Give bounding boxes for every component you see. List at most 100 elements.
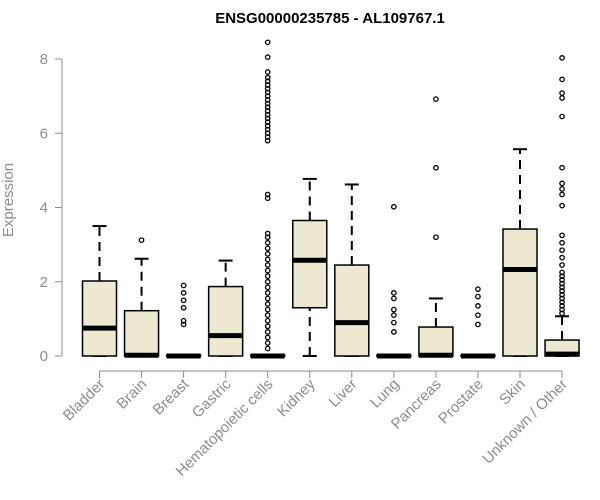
outlier-point [264, 130, 271, 137]
outlier-point [264, 115, 271, 122]
outlier-point [475, 303, 481, 309]
outlier-point [264, 89, 271, 96]
outlier-point [264, 230, 271, 237]
outlier-point [264, 234, 271, 241]
outlier-point [180, 290, 187, 296]
box-iqr [207, 285, 244, 357]
outlier-point [264, 96, 271, 103]
box-unknown-other [544, 55, 580, 357]
box-gastric [207, 259, 244, 357]
y-tick-label: 2 [40, 274, 48, 291]
outlier-point [264, 312, 271, 319]
outlier-point [264, 251, 271, 257]
outlier-point [559, 55, 565, 61]
outlier-point [264, 245, 271, 252]
outlier-point [264, 108, 271, 114]
outlier-point [264, 306, 271, 313]
outlier-point [390, 203, 397, 210]
outlier-point [180, 304, 187, 311]
outlier-point [180, 297, 187, 304]
outlier-point [264, 191, 271, 198]
outlier-point [264, 122, 271, 129]
box-iqr [502, 228, 538, 357]
outlier-point [264, 239, 271, 246]
outlier-point [264, 273, 271, 280]
outlier-point [559, 254, 565, 261]
outlier-point [559, 191, 565, 198]
outlier-point [390, 295, 397, 302]
box-iqr [418, 326, 454, 357]
box-hematopoietic-cells [249, 39, 286, 359]
x-tick-label: Kidney [274, 375, 319, 420]
outlier-point [559, 284, 565, 291]
outlier-point [264, 74, 271, 81]
outlier-point [559, 247, 565, 254]
outlier-point [390, 329, 397, 335]
outlier-point [264, 85, 271, 92]
chart-title: ENSG00000235785 - AL109767.1 [215, 10, 445, 27]
x-tick-label: Brain [114, 376, 151, 413]
outlier-point [180, 317, 187, 324]
outlier-point [559, 95, 565, 101]
outlier-point [433, 164, 439, 171]
x-tick-label: Prostate [435, 376, 487, 428]
outlier-point [559, 273, 565, 280]
outlier-point [559, 180, 565, 187]
outlier-point [475, 293, 481, 300]
outlier-point [390, 312, 397, 319]
outlier-point [264, 262, 271, 268]
outlier-point [433, 234, 439, 241]
outlier-point [264, 301, 271, 307]
outlier-point [433, 96, 439, 102]
box-series [81, 39, 580, 359]
box-lung [376, 203, 412, 359]
outlier-point [559, 186, 565, 192]
y-axis: 0 2 4 6 8 [40, 51, 63, 365]
box-liver [334, 183, 370, 357]
outlier-point [264, 317, 271, 324]
outlier-point [475, 321, 481, 328]
outlier-point [264, 345, 271, 352]
outlier-point [264, 111, 271, 118]
outlier-point [264, 126, 271, 133]
outlier-point [559, 232, 565, 239]
outlier-point [264, 256, 271, 263]
outlier-point [264, 119, 271, 125]
outlier-point [475, 286, 481, 293]
y-axis-label: Expression [0, 163, 17, 237]
outlier-point [264, 195, 271, 202]
outlier-point [264, 323, 271, 330]
outlier-point [559, 164, 565, 171]
outlier-point [180, 282, 187, 289]
outlier-point [559, 303, 565, 309]
outlier-point [390, 306, 397, 313]
outlier-point [264, 284, 271, 291]
outlier-point [264, 100, 271, 107]
outlier-point [559, 262, 565, 268]
outlier-point [264, 295, 271, 302]
box-breast [165, 282, 202, 359]
outlier-point [264, 54, 271, 60]
outlier-point [264, 137, 271, 144]
box-prostate [460, 286, 496, 359]
outlier-point [559, 202, 565, 209]
box-iqr [334, 264, 370, 357]
x-tick-label: Lung [367, 376, 403, 412]
outlier-point [559, 288, 565, 294]
outlier-point [559, 280, 565, 287]
outlier-point [559, 299, 565, 306]
x-tick-label: Liver [326, 376, 361, 411]
outlier-point [559, 113, 565, 120]
box-pancreas [418, 96, 454, 358]
outlier-point [559, 269, 565, 276]
outlier-point [264, 82, 271, 88]
outlier-point [264, 104, 271, 111]
outlier-point [264, 290, 271, 296]
y-tick-label: 0 [40, 348, 48, 365]
outlier-point [264, 329, 271, 335]
outlier-point [559, 90, 565, 97]
outlier-point [264, 69, 271, 75]
outlier-point [180, 321, 187, 328]
